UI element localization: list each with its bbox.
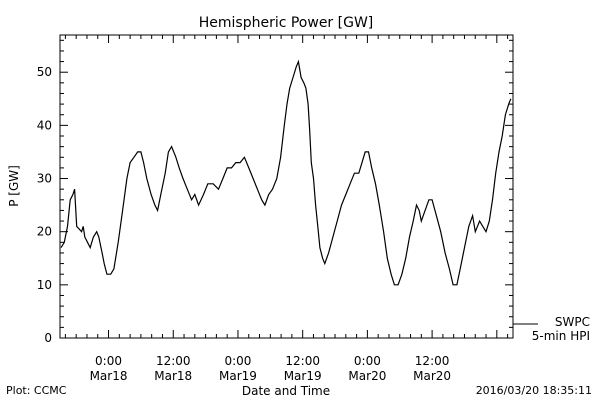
legend-series: 5-min HPI	[532, 329, 590, 343]
y-tick-label: 20	[37, 225, 52, 239]
x-tick-date-label: Mar20	[413, 369, 451, 383]
x-tick-date-label: Mar20	[348, 369, 386, 383]
y-axis-label: P [GW]	[7, 165, 21, 207]
y-axis: 0 10 20 30 40 50	[37, 39, 513, 345]
x-tick-time-label: 12:00	[415, 354, 450, 368]
plot-credit: Plot: CCMC	[6, 384, 67, 397]
x-tick-date-label: Mar19	[219, 369, 257, 383]
x-axis-label: Date and Time	[242, 384, 330, 398]
x-axis: 0:00Mar1812:00Mar180:00Mar1912:00Mar190:…	[64, 35, 509, 383]
x-tick-time-label: 12:00	[156, 354, 191, 368]
x-tick-time-label: 12:00	[285, 354, 320, 368]
x-tick-time-label: 0:00	[354, 354, 381, 368]
x-tick-date-label: Mar19	[284, 369, 322, 383]
y-tick-label: 30	[37, 172, 52, 186]
plot-timestamp: 2016/03/20 18:35:11	[476, 384, 592, 397]
y-tick-label: 50	[37, 65, 52, 79]
y-tick-label: 40	[37, 118, 52, 132]
y-tick-label: 10	[37, 278, 52, 292]
legend-source: SWPC	[555, 315, 590, 329]
x-tick-time-label: 0:00	[224, 354, 251, 368]
x-tick-time-label: 0:00	[95, 354, 122, 368]
x-tick-date-label: Mar18	[154, 369, 192, 383]
chart-title: Hemispheric Power [GW]	[199, 15, 374, 31]
series-line-5-min-hpi	[60, 59, 512, 286]
y-tick-label: 0	[44, 331, 52, 345]
plot-area-frame	[59, 34, 514, 339]
x-tick-date-label: Mar18	[90, 369, 128, 383]
